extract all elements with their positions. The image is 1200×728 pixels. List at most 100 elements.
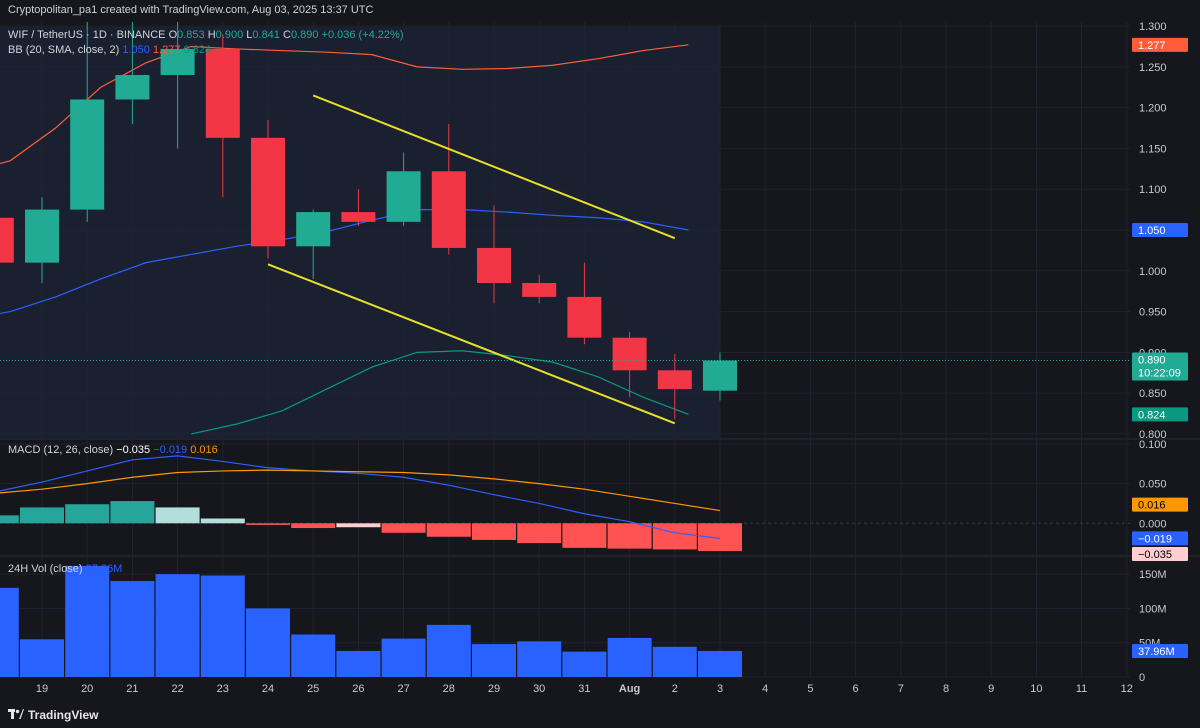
channel-trendline [312,94,676,240]
price-legend: WIF / TetherUS · 1D · BINANCE O0.853 H0.… [8,29,403,41]
macd-histogram-bar [0,515,19,524]
volume-bar [607,637,652,677]
time-axis-label: 12 [1121,683,1133,695]
volume-bar [20,639,64,677]
channel-trendline [267,263,676,425]
candle-body [115,75,150,100]
time-axis-label: 21 [126,683,138,695]
candle-body [70,99,105,210]
footer: TradingView [0,703,1200,728]
time-axis-label: 25 [307,683,319,695]
macd-signal-tag-bg [1132,497,1188,512]
macd-histogram-bar [336,523,381,528]
volume-last-tag-label: 37.96M [1138,646,1175,658]
volume-bar [291,634,336,677]
macd-signal-tag: 0.016 [1132,497,1188,512]
bb-lower-price-tag-label: 0.824 [1138,409,1166,421]
candle-body [477,247,511,284]
tradingview-logo-icon [8,709,24,719]
macd-histogram-bar [65,504,110,524]
macd-legend: MACD (12, 26, close) −0.035 −0.019 0.016 [8,444,218,456]
volume-bar [0,587,19,677]
macd-value-tag-bg [1132,531,1188,546]
volume-axis-tick-label: 150M [1139,569,1167,581]
candle-body [0,217,14,263]
macd-histogram-bar [381,523,426,533]
macd-axis-tick-label: 0.100 [1139,439,1167,451]
macd-histogram-bar [562,523,607,548]
macd-signal-tag-label: 0.016 [1138,500,1166,512]
candle-body [567,296,602,338]
price-axis-tick-label: 1.300 [1139,22,1167,33]
volume-bar [381,638,426,677]
time-axis-label: 20 [81,683,93,695]
footer-brand: TradingView [28,708,99,722]
macd-line [0,455,721,539]
candle-body [205,48,240,138]
candle-body [341,212,376,222]
price-axis-tick-label: 1.000 [1139,266,1167,278]
candle-body [386,171,421,222]
price-axis-tick-label: 0.950 [1139,307,1167,319]
volume-axis-tick-label: 0 [1139,672,1145,684]
volume-bar [426,624,471,677]
macd-signal-line [0,469,721,512]
last-price-tag-bg [1132,352,1188,381]
macd-histogram-bar [246,523,290,525]
candle-body [25,209,59,263]
time-axis-label: 31 [578,683,590,695]
bb-basis-price-tag: 1.050 [1132,223,1188,237]
time-axis-label: 30 [533,683,545,695]
chart-canvas[interactable]: 0.8000.8500.9000.9501.0001.0501.1001.150… [0,22,1200,703]
macd-histogram-bar [517,523,562,544]
macd-histogram-tag: −0.035 [1132,547,1188,562]
chart-attribution-bar: Cryptopolitan_pa1 created with TradingVi… [0,0,1200,22]
bb-lower-price-tag-bg [1132,407,1188,422]
macd-histogram-bar [698,523,742,552]
macd-axis-tick-label: 0.000 [1139,518,1167,530]
macd-histogram-bar [607,523,652,549]
bb-legend: BB (20, SMA, close, 2) 1.050 1.277 0.824 [8,44,211,56]
volume-last-tag-bg [1132,643,1188,658]
time-axis-label: Aug [619,683,640,695]
volume-bar [517,641,562,677]
time-axis-label: 4 [762,683,768,695]
time-axis-label: 11 [1076,683,1087,695]
time-axis-label: 5 [807,683,813,695]
macd-histogram-bar [426,523,471,537]
macd-histogram-bar [291,523,336,529]
volume-legend: 24H Vol (close) 37.96M [8,563,122,575]
macd-histogram-bar [20,507,64,524]
time-axis-label: 24 [262,683,274,695]
macd-histogram-tag-label: −0.035 [1138,549,1172,561]
time-axis-label: 8 [943,683,949,695]
volume-bar [110,581,155,677]
price-axis-tick-label: 1.150 [1139,143,1167,155]
bar-countdown: 10:22:09 [1138,368,1181,380]
macd-value-tag-label: −0.019 [1138,533,1172,545]
time-axis-label: 19 [36,683,48,695]
volume-bar [652,646,697,677]
last-price-value: 0.890 [1138,355,1166,367]
macd-histogram-tag-bg [1132,547,1188,562]
candle-body [612,337,647,371]
candle-body [703,360,737,391]
time-axis-label: 28 [443,683,455,695]
volume-bar [65,565,110,677]
attribution-text: Cryptopolitan_pa1 created with TradingVi… [8,4,374,16]
volume-bar [200,575,245,677]
price-axis-tick-label: 0.850 [1139,388,1167,400]
time-axis-label: 7 [898,683,904,695]
bollinger-background-fill [0,27,720,438]
macd-histogram-bar [110,501,155,524]
macd-value-tag: −0.019 [1132,531,1188,546]
time-axis-label: 10 [1030,683,1042,695]
price-axis-tick-label: 1.250 [1139,62,1167,74]
time-axis-label: 9 [988,683,994,695]
volume-bar [246,608,290,677]
time-axis-label: 27 [397,683,409,695]
bb-basis-price-tag-bg [1132,223,1188,237]
bb-basis-price-tag-label: 1.050 [1138,225,1166,237]
volume-bar [472,644,516,677]
